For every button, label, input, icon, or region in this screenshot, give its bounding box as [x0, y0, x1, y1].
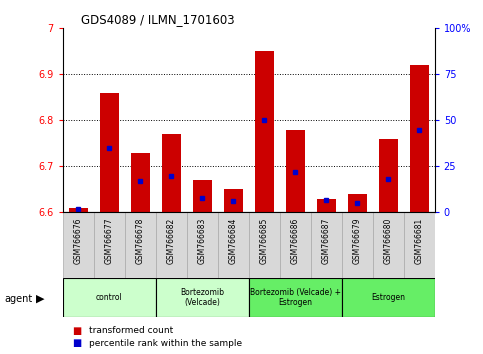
Text: transformed count: transformed count [89, 326, 173, 336]
Bar [286, 130, 304, 212]
Text: GSM766683: GSM766683 [198, 218, 207, 264]
Text: ■: ■ [72, 338, 82, 348]
Text: ▶: ▶ [36, 294, 45, 304]
Bar [317, 199, 336, 212]
Text: percentile rank within the sample: percentile rank within the sample [89, 339, 242, 348]
Text: Estrogen: Estrogen [371, 293, 405, 302]
Bar [342, 278, 435, 317]
Bar [94, 212, 125, 278]
Text: agent: agent [5, 294, 33, 304]
Text: GSM766678: GSM766678 [136, 218, 145, 264]
Text: Bortezomib
(Velcade): Bortezomib (Velcade) [180, 288, 224, 307]
Text: GSM766684: GSM766684 [229, 218, 238, 264]
Bar [187, 212, 218, 278]
Bar [162, 134, 181, 212]
Text: Bortezomib (Velcade) +
Estrogen: Bortezomib (Velcade) + Estrogen [250, 288, 341, 307]
Text: control: control [96, 293, 123, 302]
Bar [156, 278, 249, 317]
Text: GSM766676: GSM766676 [74, 218, 83, 264]
Bar [63, 212, 94, 278]
Bar [410, 65, 428, 212]
Bar [249, 278, 342, 317]
Bar [280, 212, 311, 278]
Text: GSM766681: GSM766681 [415, 218, 424, 264]
Bar [311, 212, 342, 278]
Bar [404, 212, 435, 278]
Bar [342, 212, 373, 278]
Text: GSM766679: GSM766679 [353, 218, 362, 264]
Bar [69, 208, 87, 212]
Bar [224, 189, 242, 212]
Text: GSM766685: GSM766685 [260, 218, 269, 264]
Bar [193, 180, 212, 212]
Bar [379, 139, 398, 212]
Bar [100, 93, 119, 212]
Bar [249, 212, 280, 278]
Bar [218, 212, 249, 278]
Text: ■: ■ [72, 326, 82, 336]
Bar [373, 212, 404, 278]
Text: GSM766682: GSM766682 [167, 218, 176, 264]
Text: GSM766677: GSM766677 [105, 218, 114, 264]
Bar [131, 153, 150, 212]
Bar [125, 212, 156, 278]
Bar [63, 278, 156, 317]
Bar [156, 212, 187, 278]
Text: GSM766687: GSM766687 [322, 218, 331, 264]
Text: GSM766686: GSM766686 [291, 218, 300, 264]
Bar [255, 51, 273, 212]
Text: GSM766680: GSM766680 [384, 218, 393, 264]
Text: GDS4089 / ILMN_1701603: GDS4089 / ILMN_1701603 [81, 13, 235, 26]
Bar [348, 194, 367, 212]
